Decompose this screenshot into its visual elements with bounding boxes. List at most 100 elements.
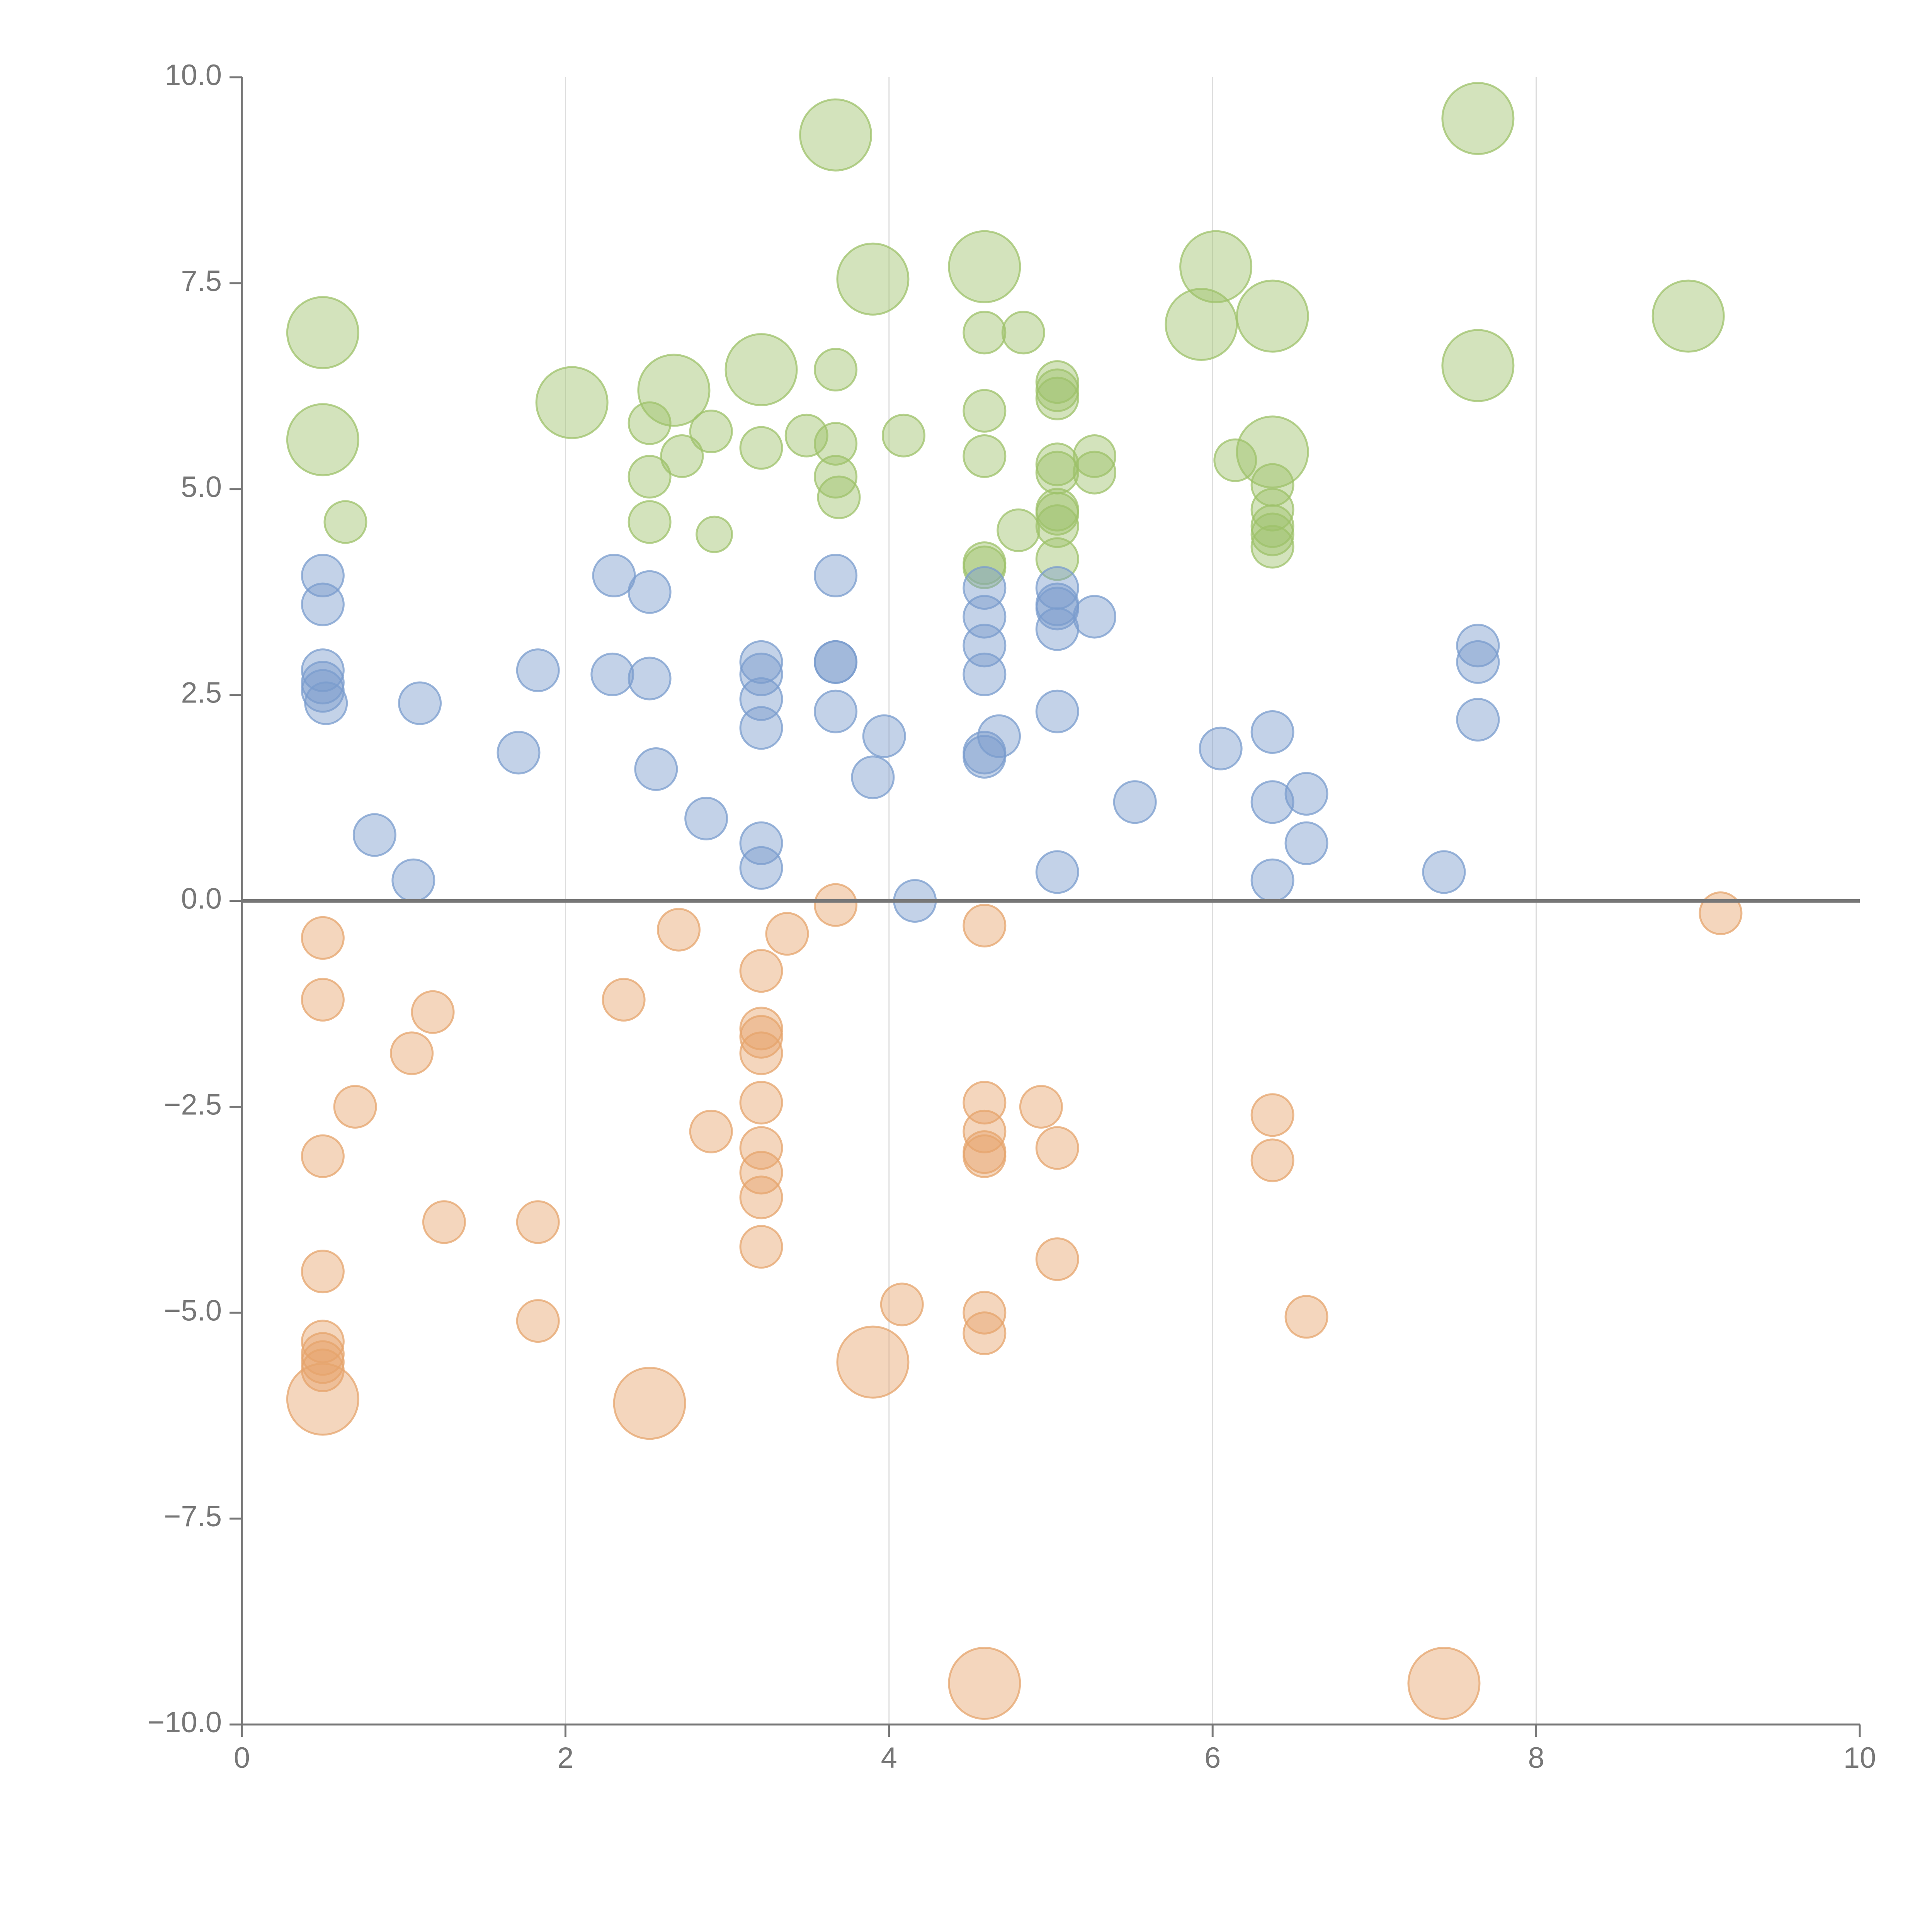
data-point [516,1299,560,1343]
data-point [814,348,858,392]
data-point [1165,287,1238,361]
data-point [301,916,345,960]
data-point [411,990,455,1034]
data-point [963,1134,1007,1178]
data-point [963,311,1007,355]
data-point [1179,230,1253,303]
data-point [1199,726,1243,770]
data-point [304,681,348,725]
data-point [1250,858,1294,902]
data-point [1699,891,1743,935]
data-point [1250,710,1294,754]
data-point [696,515,733,553]
data-point [656,908,701,952]
data-point [301,978,345,1022]
data-point [739,426,783,470]
data-point [516,1200,560,1244]
x-tick-label: 4 [881,1742,897,1774]
data-point [323,500,367,544]
data-point [628,401,672,445]
data-point [817,475,861,519]
data-point [1019,1085,1063,1129]
data-point [881,413,925,457]
data-point [628,656,672,701]
data-point [739,640,783,684]
data-point [739,1126,783,1170]
data-point [1035,1237,1079,1281]
data-point [1073,595,1117,639]
data-point [1284,821,1328,865]
data-point [814,554,858,598]
data-point [836,1325,910,1399]
data-point [1422,850,1466,894]
data-point [997,508,1041,552]
data-point [814,689,858,733]
data-point [836,242,910,316]
data-point [689,1109,733,1153]
data-point [689,410,733,454]
data-point [1441,329,1515,402]
data-point [1035,607,1079,651]
data-point [739,949,783,993]
data-point [1441,82,1515,155]
data-point [963,903,1007,947]
data-point [592,554,636,598]
data-point [286,403,359,476]
data-point [1236,415,1309,489]
data-point [1456,698,1500,742]
data-point [739,821,783,865]
data-point [1035,689,1079,733]
data-point [301,1134,345,1178]
data-point [1284,772,1328,816]
data-point [398,681,442,725]
data-point [1035,504,1079,548]
data-point [977,714,1021,758]
data-point [851,755,895,799]
data-point [1035,451,1079,495]
data-point [602,978,646,1022]
data-point [301,1250,345,1294]
data-point [286,1362,359,1436]
data-point [352,813,396,857]
data-point [1035,376,1079,420]
data-point [1035,850,1079,894]
data-point [1456,624,1500,668]
data-point [739,706,783,750]
data-point [1250,1138,1294,1182]
data-point [1250,488,1294,532]
data-point [1284,1295,1328,1339]
data-point [948,1646,1021,1720]
bubble-layer [286,82,1743,1720]
axis-layer: −10.0 −7.5 −5.0 −2.5 0.0 2.5 5.0 7.5 10.0 0 2 4 6 8 10 [148,59,1876,1774]
data-point [1250,780,1294,824]
data-point [391,858,435,902]
data-point [634,747,678,791]
series-low [286,883,1743,1720]
data-point [301,582,345,626]
data-point [739,1031,783,1075]
x-tick-label: 0 [234,1742,250,1774]
y-tick-label: −2.5 [164,1088,222,1121]
x-tick-label: 8 [1528,1742,1544,1774]
data-point [799,98,872,172]
data-point [814,422,858,466]
data-point [535,366,609,439]
data-point [739,652,783,696]
y-tick-label: 7.5 [181,265,222,298]
data-point [516,648,560,692]
data-point [1456,640,1500,684]
data-point [613,1367,686,1440]
data-point [590,652,634,696]
data-point [422,1200,466,1244]
series-high [286,82,1725,589]
data-point [1035,1126,1079,1170]
y-tick-label: −10.0 [148,1706,222,1739]
data-point [628,500,672,544]
data-point [1035,492,1079,536]
data-point [1073,434,1117,478]
data-point [739,1225,783,1269]
data-point [333,1085,377,1129]
x-tick-label: 6 [1204,1742,1221,1774]
data-point [739,846,783,890]
